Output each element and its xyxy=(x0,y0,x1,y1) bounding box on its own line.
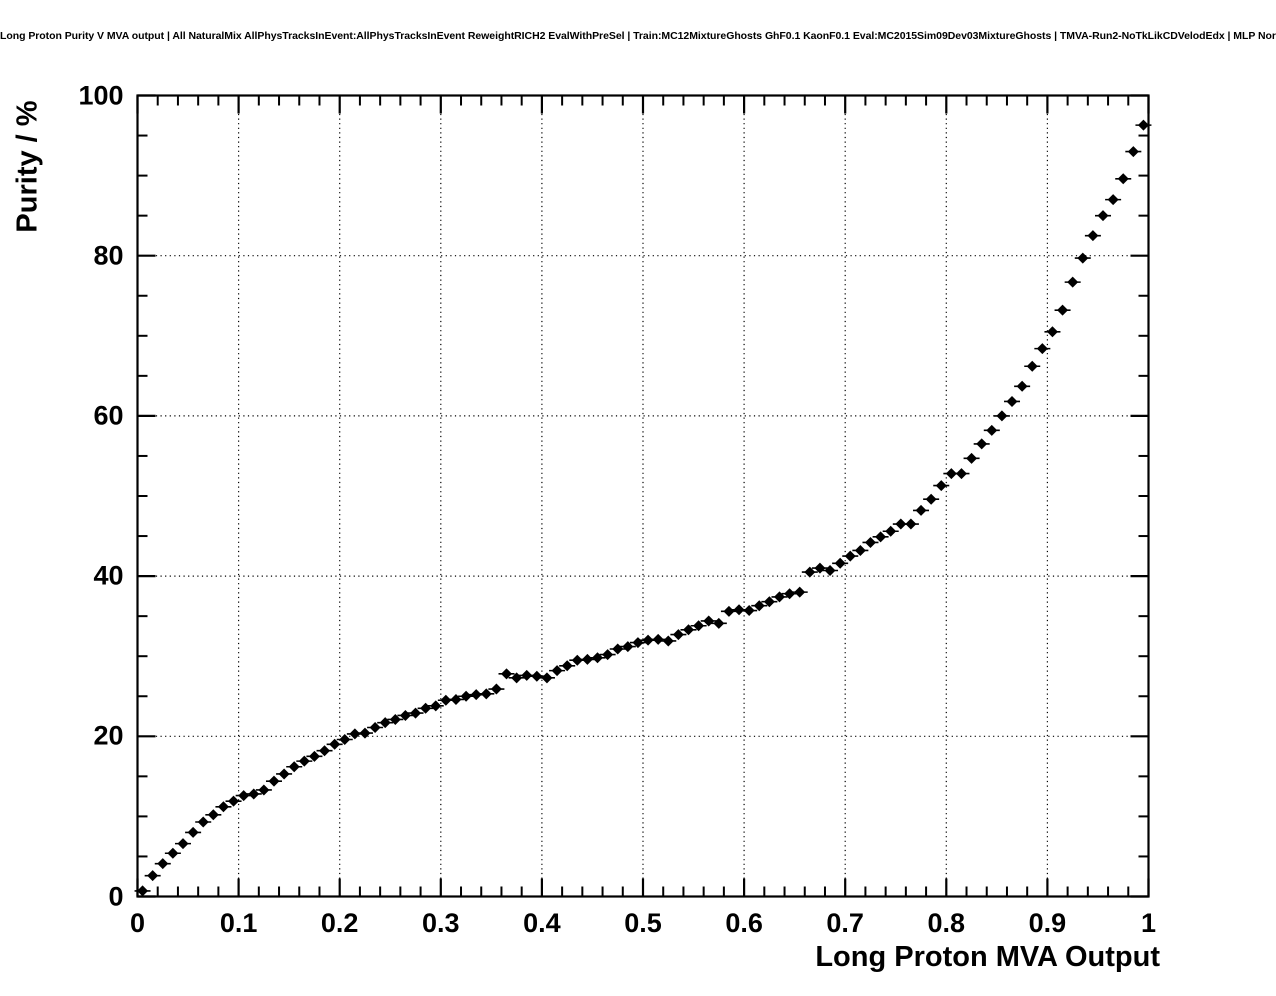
y-tick-label: 20 xyxy=(93,720,124,751)
x-tick-label: 0.5 xyxy=(624,907,662,938)
x-tick-label: 0.1 xyxy=(219,907,258,938)
y-tick-label: 0 xyxy=(108,881,124,911)
x-axis-title: Long Proton MVA Output xyxy=(815,941,1160,973)
y-tick-label: 40 xyxy=(93,560,124,591)
y-tick-label: 80 xyxy=(93,240,124,271)
x-tick-label: 0.8 xyxy=(927,907,966,938)
x-tick-label: 0.4 xyxy=(523,907,561,938)
plot-title: Long Proton Purity V MVA output | All Na… xyxy=(0,30,1276,42)
x-tick-label: 0.6 xyxy=(725,907,763,938)
x-tick-label: 0 xyxy=(129,907,146,938)
x-tick-label: 0.2 xyxy=(320,907,359,938)
grid-lines xyxy=(137,95,1149,897)
axis-ticks xyxy=(136,94,1150,898)
x-tick-label: 0.9 xyxy=(1028,907,1067,938)
x-tick-label: 0.3 xyxy=(422,907,460,938)
data-points xyxy=(134,119,1152,897)
x-tick-label: 1 xyxy=(1140,907,1157,938)
x-tick-label: 0.7 xyxy=(826,907,864,938)
y-tick-label: 100 xyxy=(78,80,124,110)
y-tick-label: 60 xyxy=(93,400,124,431)
